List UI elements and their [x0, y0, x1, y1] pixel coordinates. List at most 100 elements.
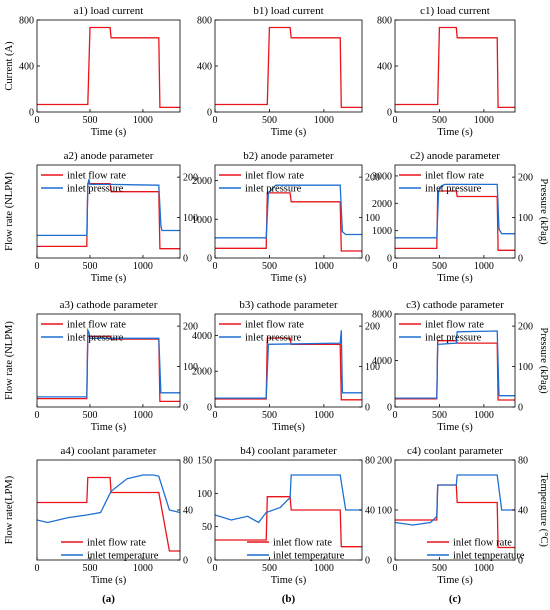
x-axis-label: Time (s) — [91, 273, 127, 284]
plot-frame — [214, 19, 363, 113]
x-axis-label: Time (s) — [437, 273, 473, 284]
x-tick-label: 500 — [432, 261, 447, 272]
x-tick-label: 0 — [393, 261, 398, 272]
y2-tick-label: 0 — [183, 403, 188, 414]
legend-entry: inlet flow rate — [245, 320, 304, 331]
x-axis-label: Time (s) — [91, 575, 127, 586]
x-tick-label: 500 — [432, 410, 447, 421]
x-tick-label: 1000 — [314, 261, 334, 272]
y-tick-label: 100 — [377, 506, 392, 517]
y2-tick-label: 80 — [183, 456, 193, 467]
panel-title: a4) coolant parameter — [61, 445, 157, 457]
y-tick-label: 0 — [29, 108, 34, 119]
series-line-blue — [215, 474, 362, 524]
legend-entry: inlet flow rate — [67, 171, 126, 182]
y2-tick-label: 200 — [183, 322, 198, 333]
series-line-red — [215, 26, 362, 109]
x-tick-label: 1000 — [474, 115, 494, 126]
x-tick-label: 1000 — [314, 563, 334, 574]
panel-title: c2) anode parameter — [410, 150, 500, 162]
panel-title: c1) load current — [420, 5, 490, 17]
series-line-red — [215, 337, 362, 401]
series-line-red — [395, 26, 515, 109]
x-axis-label: Time (s) — [91, 422, 127, 433]
y-tick-label: 0 — [207, 403, 212, 414]
y2-tick-label: 40 — [365, 506, 375, 517]
y-tick-label: 8000 — [372, 310, 392, 321]
y2-tick-label: 40 — [518, 506, 528, 517]
y2-axis-label: Pressure (kPag) — [538, 327, 549, 394]
x-tick-label: 0 — [393, 563, 398, 574]
panel-a2: a2) anode parameter 0 500 1000 Time (s) 0 100 2… — [4, 150, 198, 284]
panel-title: b4) coolant parameter — [240, 445, 337, 457]
series-line-red — [37, 26, 180, 109]
x-tick-label: 500 — [82, 410, 97, 421]
panel-b1: b1) load current 0 500 1000 Time (s) 0 400 800 — [197, 5, 363, 138]
y-tick-label: 2000 — [192, 176, 212, 187]
y-axis-label: Current (A) — [4, 41, 15, 91]
y2-tick-label: 200 — [365, 322, 380, 333]
x-tick-label: 1000 — [474, 261, 494, 272]
y-tick-label: 200 — [377, 456, 392, 467]
y-tick-label: 0 — [387, 108, 392, 119]
y-axis-label: Flow rate(LPM) — [4, 475, 15, 544]
x-tick-label: 0 — [213, 410, 218, 421]
x-tick-label: 1000 — [314, 115, 334, 126]
x-axis-label: Time (s) — [271, 273, 307, 284]
y2-tick-label: 80 — [518, 456, 528, 467]
y2-tick-label: 0 — [365, 556, 370, 567]
series-line-blue — [37, 179, 180, 237]
x-tick-label: 500 — [262, 261, 277, 272]
x-tick-label: 0 — [213, 563, 218, 574]
y2-tick-label: 0 — [518, 254, 523, 265]
y-tick-label: 800 — [197, 16, 212, 27]
y-tick-label: 4000 — [372, 356, 392, 367]
x-tick-label: 1000 — [133, 261, 153, 272]
y2-tick-label: 0 — [183, 556, 188, 567]
x-tick-label: 500 — [262, 410, 277, 421]
legend-entry: inlet temperature — [87, 551, 159, 562]
legend-entry: inlet temperature — [273, 551, 345, 562]
x-tick-label: 1000 — [133, 115, 153, 126]
x-tick-label: 0 — [35, 115, 40, 126]
plot-frame — [394, 164, 516, 259]
x-tick-label: 500 — [262, 563, 277, 574]
legend-entry: inlet flow rate — [425, 171, 484, 182]
y-tick-label: 800 — [19, 16, 34, 27]
y2-tick-label: 100 — [365, 213, 380, 224]
y-axis-label: Flow rate (NLPM) — [4, 172, 15, 251]
x-tick-label: 0 — [393, 115, 398, 126]
y2-tick-label: 100 — [518, 213, 533, 224]
legend-entry: inlet flow rate — [67, 320, 126, 331]
x-tick-label: 500 — [82, 115, 97, 126]
series-line-red — [37, 476, 180, 552]
x-axis-label: Time (s) — [437, 422, 473, 433]
x-axis-label: Time (s) — [91, 127, 127, 138]
plot-frame — [36, 164, 181, 259]
y2-tick-label: 200 — [183, 173, 198, 184]
x-tick-label: 0 — [393, 410, 398, 421]
panel-a4: a4) coolant parameter 0 500 1000 Time (s) 0 40… — [4, 445, 193, 586]
y2-tick-label: 40 — [183, 506, 193, 517]
x-tick-label: 500 — [262, 115, 277, 126]
legend-entry: inlet temperature — [453, 551, 525, 562]
y-tick-label: 400 — [197, 62, 212, 73]
y2-axis-label: Temperature (°C) — [538, 473, 549, 547]
series-line-blue — [395, 330, 515, 399]
series-line-red — [395, 190, 515, 251]
y-tick-label: 2000 — [372, 199, 392, 210]
x-axis-label: Time (s) — [271, 575, 307, 586]
legend-entry: inlet flow rate — [273, 538, 332, 549]
series-line-blue — [395, 183, 515, 239]
y-tick-label: 1000 — [372, 226, 392, 237]
x-tick-label: 0 — [213, 115, 218, 126]
y2-tick-label: 0 — [365, 254, 370, 265]
x-tick-label: 500 — [82, 563, 97, 574]
panel-title: a3) cathode parameter — [60, 299, 158, 311]
y2-axis-label: Pressure (kPag) — [538, 178, 549, 245]
y-tick-label: 0 — [387, 254, 392, 265]
